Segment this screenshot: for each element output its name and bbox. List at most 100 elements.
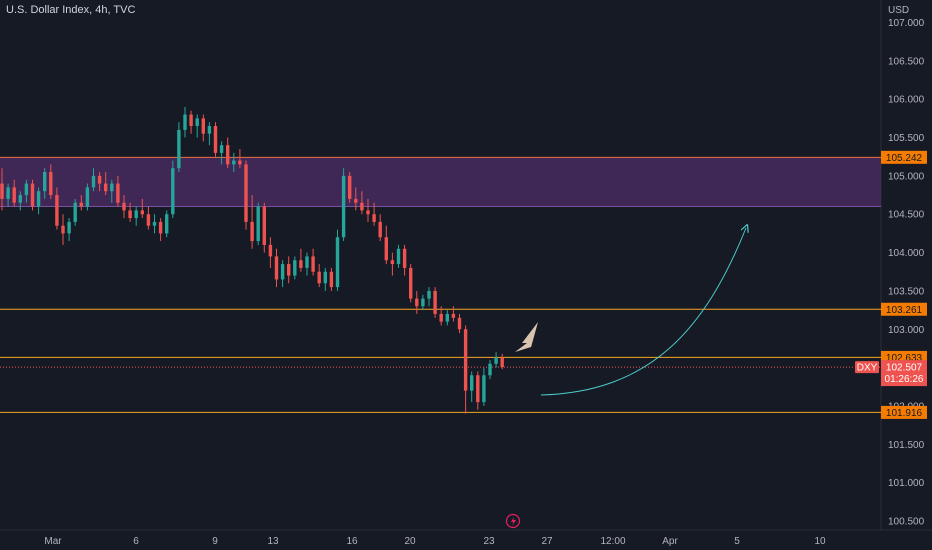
candle-body: [189, 114, 193, 127]
candle: [244, 160, 248, 230]
y-tick-label: 104.500: [888, 210, 925, 221]
candle-body: [140, 210, 144, 215]
candle-body: [335, 237, 340, 288]
candle-body: [256, 206, 260, 242]
candle: [402, 244, 407, 276]
candle-body: [146, 214, 151, 226]
candle-body: [402, 248, 407, 268]
candle-body: [43, 172, 47, 192]
candle-body: [201, 118, 205, 134]
candle: [360, 191, 364, 215]
candle-body: [116, 183, 120, 203]
x-tick-label: 16: [346, 536, 358, 547]
candle-body: [18, 195, 22, 203]
lightning-icon[interactable]: [505, 513, 521, 529]
candle-body: [476, 375, 480, 403]
candle: [372, 202, 376, 226]
candle: [30, 179, 35, 211]
candle: [152, 214, 157, 234]
candle: [128, 202, 132, 222]
svg-text:102.507: 102.507: [886, 363, 923, 374]
candle-body: [171, 168, 175, 215]
candle: [183, 106, 187, 138]
pointer-arrow[interactable]: [515, 322, 538, 352]
candle-body: [12, 187, 16, 203]
candle: [262, 202, 266, 253]
candle: [49, 164, 53, 199]
candle: [268, 237, 273, 268]
candle: [439, 306, 443, 326]
candle-body: [329, 271, 334, 288]
candle: [85, 183, 90, 211]
candle-body: [128, 210, 132, 219]
candle: [116, 175, 120, 207]
candle: [299, 248, 303, 272]
candle: [104, 172, 108, 196]
symbol-tag: DXY: [855, 361, 879, 374]
x-tick-label: 13: [267, 536, 279, 547]
candle-body: [61, 225, 65, 234]
candle: [354, 187, 358, 211]
candle: [0, 168, 4, 211]
candle-body: [463, 329, 468, 391]
candle: [97, 172, 102, 192]
candle: [195, 114, 199, 138]
candle-body: [415, 298, 419, 307]
candle: [445, 310, 449, 326]
candle: [378, 214, 382, 242]
candle: [79, 195, 83, 211]
candle-body: [341, 175, 346, 238]
candle-body: [439, 313, 443, 322]
candle: [232, 152, 236, 173]
candle: [335, 229, 340, 291]
candle-body: [494, 357, 498, 364]
svg-text:101.916: 101.916: [886, 408, 923, 419]
y-tick-label: 101.000: [888, 478, 925, 489]
candle: [476, 371, 480, 410]
candle: [67, 218, 71, 242]
x-tick-label: 23: [483, 536, 495, 547]
candle-body: [457, 317, 462, 330]
candle-body: [390, 260, 395, 265]
projection-arrow[interactable]: [540, 228, 746, 396]
candle: [12, 179, 16, 207]
candle-body: [238, 160, 242, 165]
candle: [317, 264, 321, 288]
candle-body: [158, 221, 163, 234]
candle-body: [244, 164, 248, 222]
price-tag: 103.261: [881, 302, 927, 316]
candle: [274, 248, 279, 288]
candle: [396, 244, 401, 268]
candle-body: [280, 264, 285, 280]
candle: [287, 256, 291, 284]
candle: [140, 198, 144, 219]
svg-text:102.633: 102.633: [886, 353, 923, 364]
candle-body: [384, 237, 388, 261]
candle: [24, 179, 29, 203]
candle: [427, 287, 431, 307]
svg-text:105.242: 105.242: [886, 153, 923, 164]
candle-body: [323, 271, 327, 284]
candle: [421, 294, 425, 311]
candle-body: [91, 175, 96, 188]
candle: [384, 225, 388, 265]
candle-body: [85, 187, 90, 207]
candle-body: [134, 210, 138, 219]
candle-body: [232, 160, 236, 165]
candle-body: [55, 195, 59, 226]
candle-body: [317, 271, 321, 284]
candle: [91, 168, 96, 192]
candle-body: [213, 126, 218, 153]
supply-zone[interactable]: [0, 157, 881, 207]
candle: [207, 122, 212, 146]
candle-body: [36, 191, 41, 207]
candle-body: [427, 290, 431, 299]
price-tag: 105.242: [881, 150, 927, 164]
candle-body: [226, 145, 230, 165]
candle-body: [110, 183, 114, 192]
candle-body: [250, 221, 254, 242]
price-tag: 101.916: [881, 405, 927, 419]
candle: [366, 198, 370, 222]
